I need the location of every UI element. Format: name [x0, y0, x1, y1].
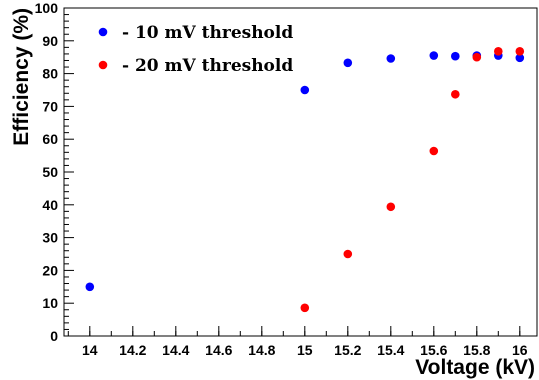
x-axis-title: Voltage (kV) — [415, 356, 535, 379]
plot-frame — [63, 7, 538, 337]
series-1-point — [300, 85, 310, 95]
y-tick-label: 20 — [42, 262, 58, 278]
legend-marker-1 — [98, 27, 108, 37]
x-tick-label: 14.6 — [205, 342, 232, 358]
series-2-point — [343, 249, 353, 259]
series-2-point — [300, 303, 310, 313]
x-tick-label: 15.4 — [377, 342, 404, 358]
x-tick-label: 14 — [82, 342, 98, 358]
y-axis-title: Efficiency (%) — [10, 8, 33, 146]
y-tick-label: 50 — [42, 164, 58, 180]
series-1-point — [451, 51, 460, 61]
legend-marker-2 — [98, 60, 108, 70]
series-2-point — [451, 89, 460, 99]
x-tick-label: 14.4 — [162, 342, 189, 358]
series-2-point — [386, 202, 396, 212]
y-axis-ticks: 0 10 20 30 40 50 60 70 80 90 100 — [35, 0, 74, 344]
x-minor-ticks — [67, 331, 521, 336]
x-tick-label: 14.2 — [119, 342, 146, 358]
x-tick-label: 15.6 — [420, 342, 447, 358]
y-minor-ticks — [64, 14, 69, 330]
legend-label-1: - 10 mV threshold — [122, 23, 293, 43]
y-tick-label: 0 — [50, 328, 58, 344]
legend-label-2: - 20 mV threshold — [122, 56, 293, 76]
x-tick-label: 14.8 — [248, 342, 275, 358]
series-1-point — [386, 54, 396, 63]
x-tick-label: 15.8 — [463, 342, 490, 358]
x-tick-label: 15.2 — [334, 342, 361, 358]
data-points — [85, 46, 525, 313]
y-tick-label: 90 — [42, 33, 58, 49]
series-2-point — [429, 146, 439, 156]
series-2-point — [494, 46, 503, 56]
y-tick-label: 40 — [42, 197, 58, 213]
y-tick-label: 30 — [42, 230, 58, 246]
y-tick-label: 100 — [35, 0, 59, 16]
y-tick-label: 60 — [42, 131, 58, 147]
y-tick-label: 80 — [42, 66, 58, 82]
series-2-point — [472, 52, 482, 62]
x-axis-ticks: 14 14.2 14.4 14.6 14.8 15 15.2 15.4 15.6 15.8 16 — [82, 326, 528, 358]
series-2-point — [515, 46, 525, 56]
series-1-point — [85, 282, 95, 292]
y-tick-label: 70 — [42, 98, 58, 114]
legend: - 10 mV threshold - 20 mV threshold — [98, 23, 293, 76]
x-tick-label: 15 — [297, 342, 313, 358]
series-1-point — [343, 58, 353, 68]
series-1-point — [515, 53, 525, 63]
x-tick-label: 16 — [512, 342, 528, 358]
series-1-point — [429, 51, 439, 60]
y-tick-label: 10 — [42, 295, 58, 311]
